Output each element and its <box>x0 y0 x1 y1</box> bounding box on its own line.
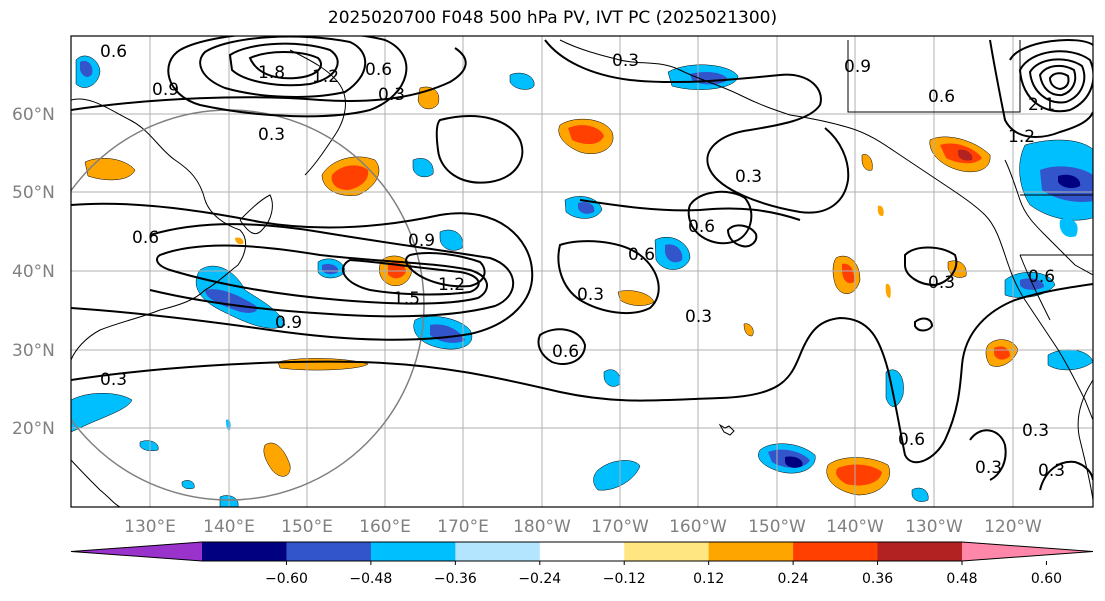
contour-label: 0.9 <box>408 231 435 251</box>
lat-label-50n: 50°N <box>12 183 55 203</box>
colorbar-segment <box>624 542 710 561</box>
map-title: 2025020700 F048 500 hPa PV, IVT PC (2025… <box>327 8 778 28</box>
contour-label: 0.3 <box>100 370 127 390</box>
colorbar-outline <box>70 541 1094 562</box>
contour-label: 0.6 <box>1028 267 1055 287</box>
contour-label: 0.6 <box>898 430 925 450</box>
contour-label: 1.5 <box>393 289 420 309</box>
lon-label: 130°E <box>124 517 176 537</box>
lat-label-30n: 30°N <box>12 341 55 361</box>
colorbar-tick-label: 0.48 <box>946 571 977 587</box>
colorbar-segment <box>793 542 879 561</box>
contour-labels: 0.6 1.8 1.2 0.6 0.3 0.9 0.9 0.6 0.3 2.1 … <box>100 42 1065 481</box>
contour-label: 1.2 <box>1008 127 1035 147</box>
contour-label: 0.3 <box>1038 461 1065 481</box>
lon-label: 170°E <box>437 517 489 537</box>
longitude-labels: 130°E 140°E 150°E 160°E 170°E 180°W 170°… <box>124 517 1042 537</box>
colorbar-tick-label: 0.12 <box>693 571 724 587</box>
colorbar-tick-label: 0.36 <box>862 571 893 587</box>
contour-label: 0.3 <box>735 167 762 187</box>
lon-label: 120°W <box>984 517 1042 537</box>
lon-label: 150°W <box>748 517 806 537</box>
lon-label: 150°E <box>281 517 333 537</box>
colorbar-extend-min <box>71 542 202 561</box>
colorbar-segment <box>539 542 625 561</box>
latitude-labels: 60°N 50°N 40°N 30°N 20°N <box>12 105 55 439</box>
coastlines <box>71 39 1093 507</box>
map-plot-area: 0.6 1.8 1.2 0.6 0.3 0.9 0.9 0.6 0.3 2.1 … <box>71 36 1093 507</box>
contour-label: 1.8 <box>258 63 285 83</box>
contour-label: 0.3 <box>975 458 1002 478</box>
contour-label: 0.9 <box>275 313 302 333</box>
lon-label: 140°W <box>826 517 884 537</box>
lon-label: 180°W <box>513 517 571 537</box>
contour-label: 0.6 <box>928 87 955 107</box>
contour-label: 0.6 <box>100 42 127 62</box>
lon-label: 170°W <box>591 517 649 537</box>
colorbar-segment <box>202 542 287 561</box>
colorbar-tick-label: −0.60 <box>265 571 308 587</box>
contour-label: 1.2 <box>438 275 465 295</box>
contour-label: 0.3 <box>685 307 712 327</box>
lat-label-40n: 40°N <box>12 262 55 282</box>
lon-label: 160°W <box>669 517 727 537</box>
contour-label: 0.3 <box>577 285 604 305</box>
colorbar-tick-label: −0.36 <box>434 571 477 587</box>
contour-label: 0.3 <box>1022 421 1049 441</box>
contour-label: 0.6 <box>628 245 655 265</box>
colorbar-segment <box>370 542 456 561</box>
colorbar-tick-label: −0.12 <box>603 571 646 587</box>
pv-contours <box>71 36 1093 491</box>
lon-label: 130°W <box>905 517 963 537</box>
colorbar-tick-label: −0.48 <box>349 571 392 587</box>
colorbar-extend-max <box>962 542 1093 561</box>
colorbar-segment <box>455 542 541 561</box>
colorbar-segment <box>286 542 372 561</box>
contour-label: 0.9 <box>152 80 179 100</box>
contour-label: 2.1 <box>1028 95 1055 115</box>
colorbar-tick-label: 0.60 <box>1031 571 1062 587</box>
contour-label: 0.3 <box>258 125 285 145</box>
colorbar-tick-label: −0.24 <box>518 571 561 587</box>
plot-frame <box>70 35 1094 508</box>
colorbar-segment <box>877 542 963 561</box>
contour-label: 1.2 <box>312 67 339 87</box>
colorbar: −0.60 −0.48 −0.36 −0.24 −0.12 0.12 0.24 0.36 0.4… <box>70 541 1094 587</box>
contour-label: 0.6 <box>132 228 159 248</box>
lon-label: 140°E <box>203 517 255 537</box>
lat-label-20n: 20°N <box>12 419 55 439</box>
ivt-shading <box>71 55 1093 507</box>
colorbar-tick-label: 0.24 <box>778 571 809 587</box>
contour-label: 0.6 <box>688 217 715 237</box>
contour-label: 0.6 <box>365 60 392 80</box>
contour-label: 0.9 <box>844 57 871 77</box>
contour-label: 0.3 <box>378 85 405 105</box>
colorbar-segment <box>708 542 794 561</box>
lat-label-60n: 60°N <box>12 105 55 125</box>
contour-label: 0.3 <box>928 273 955 293</box>
contour-label: 0.3 <box>612 51 639 71</box>
contour-label: 0.6 <box>552 342 579 362</box>
lon-label: 160°E <box>359 517 411 537</box>
graticule <box>71 36 1093 507</box>
